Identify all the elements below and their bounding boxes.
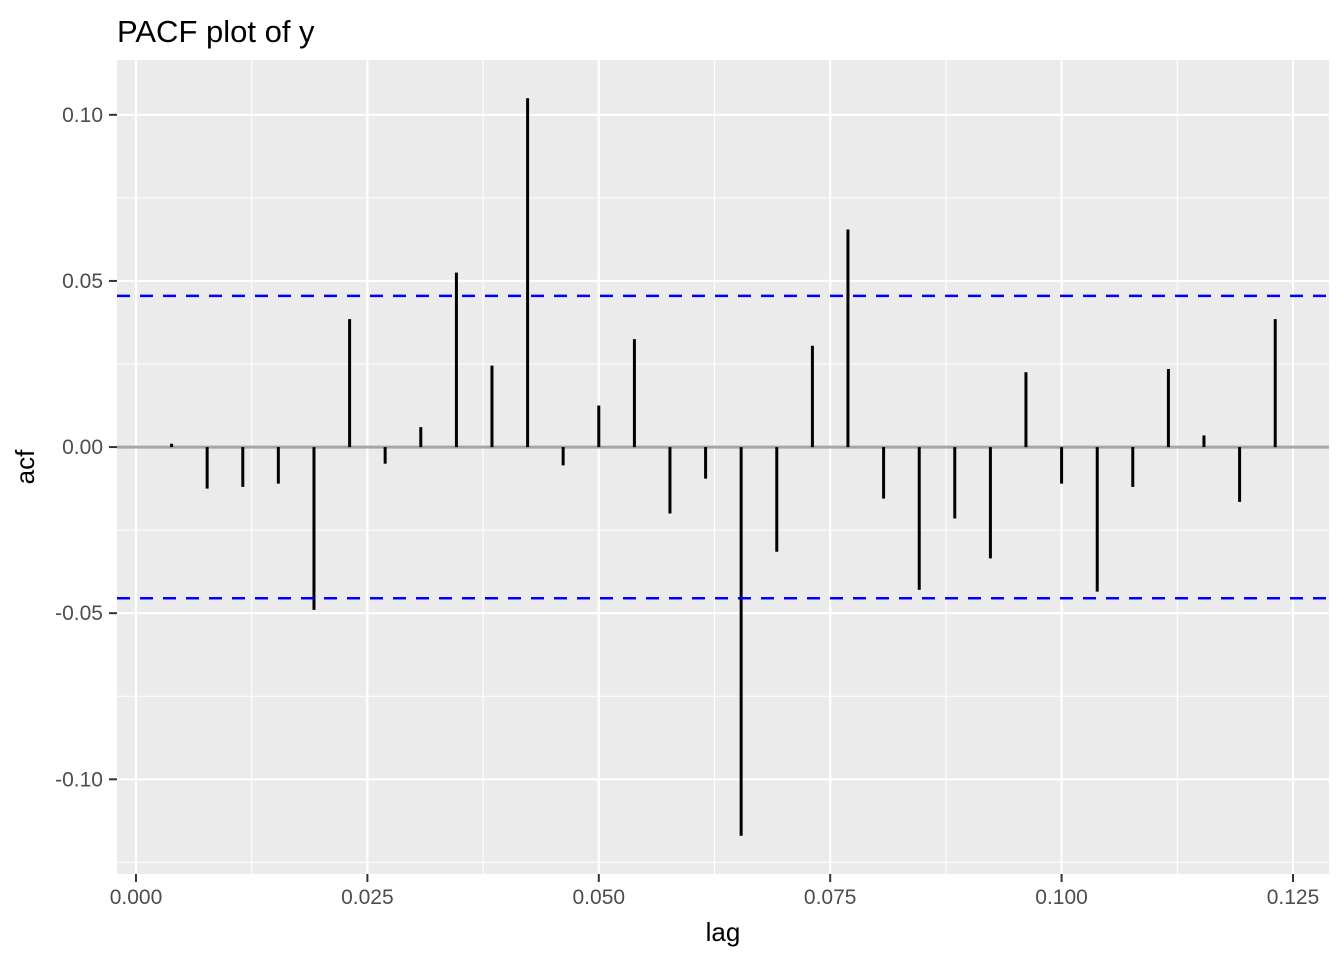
y-tick-label: 0.00 — [62, 436, 103, 459]
y-tick-label: -0.05 — [55, 602, 103, 625]
x-tick-label: 0.100 — [1035, 886, 1088, 909]
y-axis-title: acf — [10, 449, 40, 484]
x-tick-label: 0.050 — [573, 886, 626, 909]
y-tick-label: 0.05 — [62, 270, 103, 293]
x-tick-label: 0.025 — [341, 886, 394, 909]
y-tick-label: -0.10 — [55, 768, 103, 791]
chart-title: PACF plot of y — [117, 14, 315, 49]
x-tick-label: 0.000 — [110, 886, 163, 909]
x-axis-title: lag — [706, 917, 741, 947]
x-tick-label: 0.075 — [804, 886, 857, 909]
plot-panel-group: 0.000 0.025 0.050 0.075 0.100 0.125 -0.10 -0.05… — [55, 60, 1329, 909]
y-tick-label: 0.10 — [62, 104, 103, 127]
plot-panel — [117, 60, 1329, 874]
x-tick-label: 0.125 — [1267, 886, 1320, 909]
